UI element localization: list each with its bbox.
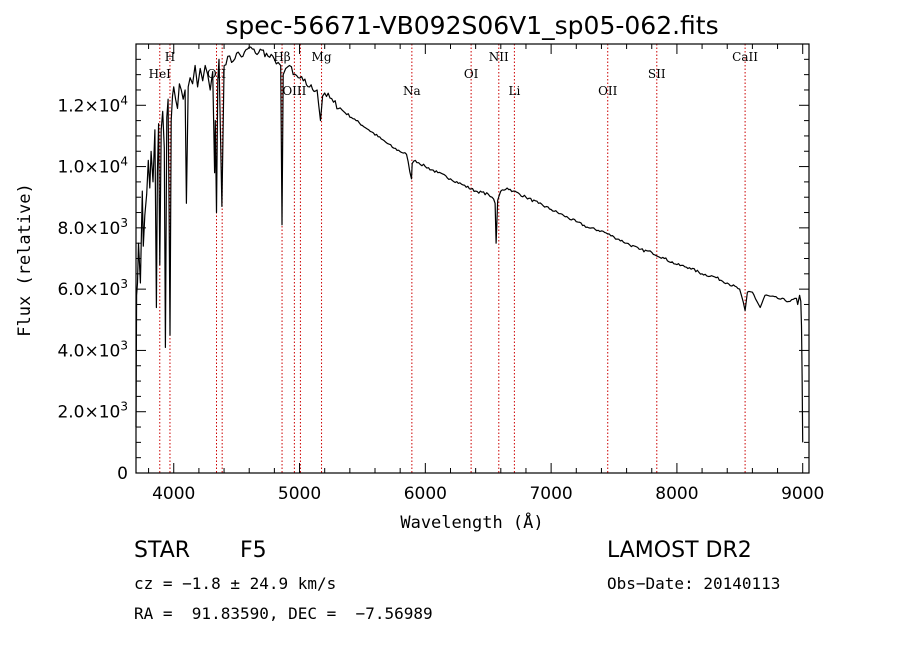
spectral-line-markers xyxy=(159,44,746,473)
spectrum-line xyxy=(135,46,804,443)
x-tick-label-3: 7000 xyxy=(529,484,572,504)
plot-frame xyxy=(135,43,810,474)
line-label-10: NII xyxy=(489,50,509,64)
coordinates: RA = 91.83590, DEC = −7.56989 xyxy=(134,604,433,623)
line-label-5: OIII xyxy=(282,84,306,98)
survey-name: LAMOST DR2 xyxy=(607,538,752,563)
x-tick-label-4: 8000 xyxy=(655,484,698,504)
x-tick-label-5: 9000 xyxy=(781,484,824,504)
line-label-9: OI xyxy=(464,67,479,81)
y-tick-label-0: 0 xyxy=(117,464,128,484)
line-label-0: HeI xyxy=(149,67,172,81)
tick-labels: 4000 5000 6000 7000 8000 9000 0 2.0×103 4.0×103 6… xyxy=(57,93,824,504)
spectrum-chart: spec-56671-VB092S06V1_sp05-062.fits HeI H… xyxy=(15,11,824,533)
y-tick-label-3: 6.0×103 xyxy=(57,277,128,300)
object-subclass: F5 xyxy=(240,538,267,563)
y-tick-label-1: 2.0×103 xyxy=(57,400,128,423)
line-label-14: CaII xyxy=(732,50,758,64)
x-tick-label-1: 5000 xyxy=(278,484,321,504)
y-tick-label-2: 4.0×103 xyxy=(57,338,128,361)
line-label-1: H xyxy=(165,50,175,64)
line-label-11: Li xyxy=(508,84,520,98)
line-label-7: Mg xyxy=(312,50,332,64)
y-axis-label: Flux (relative) xyxy=(15,183,35,337)
line-label-13: SII xyxy=(648,67,666,81)
chart-title: spec-56671-VB092S06V1_sp05-062.fits xyxy=(225,11,718,40)
object-type: STAR xyxy=(134,538,191,563)
line-label-12: OII xyxy=(598,84,618,98)
observation-date: Obs−Date: 20140113 xyxy=(607,574,781,593)
line-label-8: Na xyxy=(403,84,421,98)
axis-ticks xyxy=(136,44,809,474)
x-tick-label-2: 6000 xyxy=(404,484,447,504)
y-tick-label-4: 8.0×103 xyxy=(57,216,128,239)
y-tick-label-6: 1.2×104 xyxy=(57,93,128,116)
y-tick-label-5: 1.0×104 xyxy=(57,155,128,178)
redshift-velocity: cz = −1.8 ± 24.9 km/s xyxy=(134,574,337,593)
x-axis-label: Wavelength (Å) xyxy=(400,511,543,533)
x-tick-label-0: 4000 xyxy=(152,484,195,504)
line-label-4: Hβ xyxy=(273,50,290,64)
